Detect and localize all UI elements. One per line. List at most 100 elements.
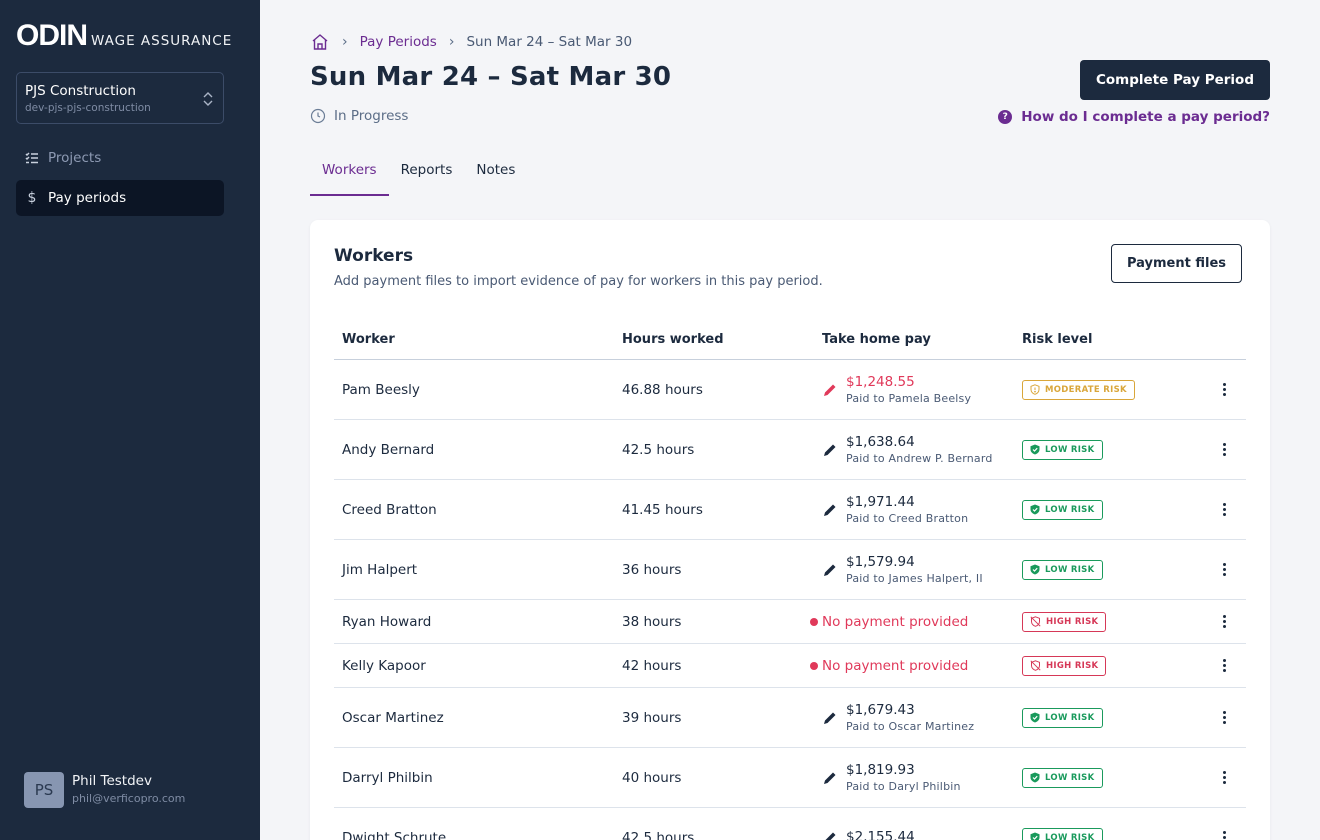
shield-check-icon <box>1030 444 1040 455</box>
take-home-pay: $1,819.93 Paid to Daryl Philbin <box>822 762 1022 794</box>
hours-worked: 42.5 hours <box>622 441 695 458</box>
edit-pencil-icon[interactable] <box>822 382 838 398</box>
column-header-risk: Risk level <box>1022 332 1093 347</box>
worker-name: Dwight Schrute <box>342 829 447 840</box>
table-row[interactable]: Andy Bernard 42.5 hours $1,638.64 Paid t… <box>334 420 1246 480</box>
row-menu-kebab-icon[interactable] <box>1214 380 1234 400</box>
table-row[interactable]: Darryl Philbin 40 hours $1,819.93 Paid t… <box>334 748 1246 808</box>
breadcrumb: › Pay Periods › Sun Mar 24 – Sat Mar 30 <box>310 32 632 52</box>
shield-off-icon <box>1030 660 1041 671</box>
user-name: Phil Testdev <box>72 773 152 789</box>
sidebar-item-pay-periods[interactable]: $ Pay periods <box>16 180 224 216</box>
paid-to: Paid to Andrew P. Bernard <box>846 451 993 465</box>
shield-check-icon <box>1030 564 1040 575</box>
take-home-pay: $1,971.44 Paid to Creed Bratton <box>822 494 1022 526</box>
risk-badge: LOW RISK <box>1022 827 1103 840</box>
hours-worked: 40 hours <box>622 769 682 786</box>
hours-worked: 39 hours <box>622 709 682 726</box>
page-title: Sun Mar 24 – Sat Mar 30 <box>310 62 672 92</box>
row-menu-kebab-icon[interactable] <box>1214 708 1234 728</box>
column-header-pay: Take home pay <box>822 332 931 347</box>
edit-pencil-icon[interactable] <box>822 830 838 840</box>
app-logo[interactable]: ODIN WAGE ASSURANCE <box>16 19 232 52</box>
payment-files-button[interactable]: Payment files <box>1110 244 1242 283</box>
worker-name: Pam Beesly <box>342 381 420 398</box>
take-home-pay: No payment provided <box>810 614 1022 630</box>
row-menu-kebab-icon[interactable] <box>1214 440 1234 460</box>
user-email: phil@verficopro.com <box>72 792 186 805</box>
take-home-pay: $1,679.43 Paid to Oscar Martinez <box>822 702 1022 734</box>
pay-amount: $1,971.44 <box>846 493 915 510</box>
row-menu-kebab-icon[interactable] <box>1214 656 1234 676</box>
row-menu-kebab-icon[interactable] <box>1214 612 1234 632</box>
paid-to: Paid to Pamela Beelsy <box>846 391 972 405</box>
risk-badge: MODERATE RISK <box>1022 379 1135 400</box>
card-title: Workers <box>334 246 414 266</box>
take-home-pay: $1,579.94 Paid to James Halpert, II <box>822 554 1022 586</box>
org-switcher[interactable]: PJS Construction dev-pjs-pjs-constructio… <box>16 72 224 124</box>
table-row[interactable]: Jim Halpert 36 hours $1,579.94 Paid to J… <box>334 540 1246 600</box>
complete-pay-period-button[interactable]: Complete Pay Period <box>1079 60 1270 100</box>
edit-pencil-icon[interactable] <box>822 770 838 786</box>
user-profile[interactable]: PS Phil Testdev phil@verficopro.com <box>24 772 185 808</box>
paid-to: Paid to Oscar Martinez <box>846 719 975 733</box>
brand-name: ODIN <box>16 19 88 52</box>
take-home-pay: $1,638.64 Paid to Andrew P. Bernard <box>822 434 1022 466</box>
risk-badge: HIGH RISK <box>1022 611 1107 632</box>
row-menu-kebab-icon[interactable] <box>1214 500 1234 520</box>
table-row[interactable]: Dwight Schrute 42.5 hours $2,155.44 LOW … <box>334 808 1246 840</box>
paid-to: Paid to James Halpert, II <box>846 571 983 585</box>
edit-pencil-icon[interactable] <box>822 442 838 458</box>
worker-name: Jim Halpert <box>342 561 418 578</box>
hours-worked: 42 hours <box>622 657 682 674</box>
help-link[interactable]: ? How do I complete a pay period? <box>998 109 1270 125</box>
table-row[interactable]: Kelly Kapoor 42 hours No payment provide… <box>334 644 1246 688</box>
risk-badge: HIGH RISK <box>1022 655 1107 676</box>
hours-worked: 46.88 hours <box>622 381 703 398</box>
dollar-icon: $ <box>27 190 37 206</box>
table-header: Worker Hours worked Take home pay Risk l… <box>334 320 1246 360</box>
main-content: › Pay Periods › Sun Mar 24 – Sat Mar 30 … <box>260 0 1320 840</box>
row-menu-kebab-icon[interactable] <box>1214 560 1234 580</box>
worker-name: Andy Bernard <box>342 441 435 458</box>
paid-to: Paid to Daryl Philbin <box>846 779 961 793</box>
row-menu-kebab-icon[interactable] <box>1214 768 1234 788</box>
org-name: PJS Construction <box>25 83 136 99</box>
help-link-label: How do I complete a pay period? <box>1021 109 1270 125</box>
no-payment-warning: No payment provided <box>810 614 968 630</box>
sidebar: ODIN WAGE ASSURANCE PJS Construction dev… <box>0 0 260 840</box>
tab-notes[interactable]: Notes <box>476 162 516 178</box>
sidebar-item-label: Pay periods <box>48 190 127 206</box>
table-row[interactable]: Oscar Martinez 39 hours $1,679.43 Paid t… <box>334 688 1246 748</box>
row-menu-kebab-icon[interactable] <box>1214 828 1234 840</box>
tab-workers[interactable]: Workers <box>310 150 389 196</box>
worker-name: Oscar Martinez <box>342 709 444 726</box>
risk-badge: LOW RISK <box>1022 707 1103 728</box>
worker-name: Ryan Howard <box>342 613 432 630</box>
edit-pencil-icon[interactable] <box>822 562 838 578</box>
pay-amount: $1,679.43 <box>846 701 915 718</box>
org-slug: dev-pjs-pjs-construction <box>25 102 151 114</box>
table-row[interactable]: Pam Beesly 46.88 hours $1,248.55 Paid to… <box>334 360 1246 420</box>
table-row[interactable]: Creed Bratton 41.45 hours $1,971.44 Paid… <box>334 480 1246 540</box>
column-header-worker: Worker <box>342 332 395 347</box>
edit-pencil-icon[interactable] <box>822 502 838 518</box>
worker-name: Darryl Philbin <box>342 769 433 786</box>
checklist-icon <box>24 152 40 164</box>
worker-name: Creed Bratton <box>342 501 437 518</box>
error-dot-icon <box>810 617 818 626</box>
tab-reports[interactable]: Reports <box>400 162 453 178</box>
pay-amount: $2,155.44 <box>846 829 915 840</box>
shield-check-icon <box>1030 772 1040 783</box>
breadcrumb-pay-periods[interactable]: Pay Periods <box>359 34 437 50</box>
shield-alert-icon <box>1030 384 1040 395</box>
error-dot-icon <box>810 661 818 670</box>
take-home-pay: $2,155.44 <box>822 829 1022 840</box>
home-icon[interactable] <box>310 32 330 52</box>
no-payment-warning: No payment provided <box>810 658 968 674</box>
sidebar-item-projects[interactable]: Projects <box>16 140 224 176</box>
hours-worked: 42.5 hours <box>622 829 695 840</box>
worker-name: Kelly Kapoor <box>342 657 426 674</box>
edit-pencil-icon[interactable] <box>822 710 838 726</box>
table-row[interactable]: Ryan Howard 38 hours No payment provided… <box>334 600 1246 644</box>
